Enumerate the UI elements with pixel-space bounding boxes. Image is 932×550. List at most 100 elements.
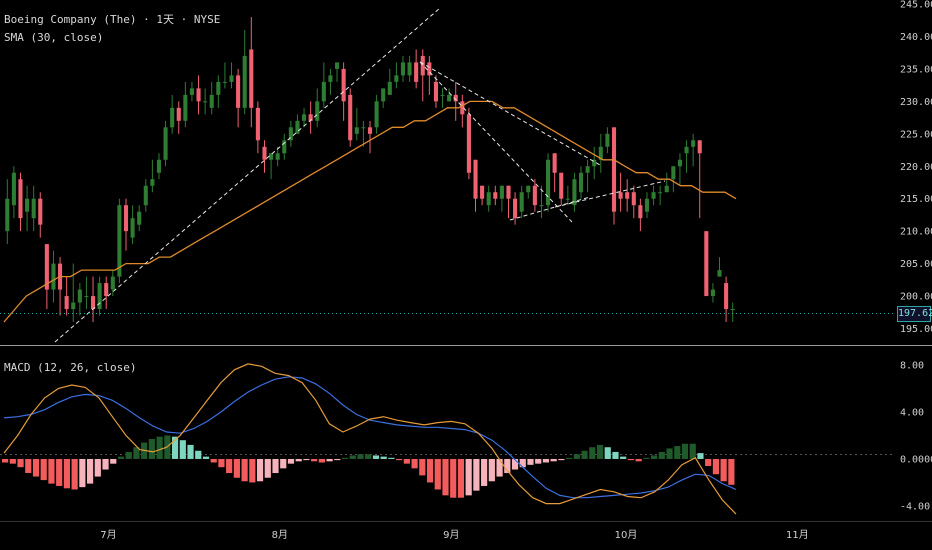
price-tick-label: 235.00 — [900, 64, 932, 75]
candle — [361, 120, 366, 147]
macd-indicator-label[interactable]: MACD (12, 26, close) — [4, 361, 137, 374]
histogram-bar — [581, 450, 588, 459]
price-tick-label: 245.00 — [900, 0, 932, 11]
candle — [242, 29, 247, 115]
candle — [222, 62, 227, 89]
candle — [414, 49, 419, 89]
candle — [565, 185, 570, 206]
time-axis[interactable]: 7月8月9月10月11月12月 — [0, 521, 932, 542]
trendline[interactable] — [419, 61, 573, 223]
candle — [611, 127, 617, 225]
candle — [486, 185, 491, 212]
histogram-bar — [17, 458, 24, 468]
candle — [466, 107, 471, 180]
histogram-bar — [589, 447, 596, 459]
histogram-bar — [117, 456, 125, 459]
histogram-bar — [550, 458, 557, 462]
candle — [196, 75, 201, 115]
histogram-bar — [256, 458, 264, 482]
histogram-bar — [511, 458, 519, 470]
histogram-bar — [519, 458, 526, 468]
candle — [447, 88, 452, 102]
candle — [150, 159, 155, 193]
candle — [427, 55, 432, 95]
candle — [262, 140, 267, 173]
histogram-bar — [341, 457, 349, 459]
price-tick-label: 220.00 — [900, 162, 932, 173]
candle — [367, 120, 373, 154]
histogram-bar — [419, 458, 426, 476]
trendline-annotations[interactable] — [54, 7, 666, 343]
macd-tick-label: 4.00 — [900, 408, 924, 419]
trendline[interactable] — [554, 180, 666, 208]
histogram-bar — [442, 458, 449, 496]
candle — [176, 101, 181, 134]
histogram-bar — [210, 458, 217, 463]
candle — [130, 205, 135, 245]
time-tick-label: 11月 — [786, 529, 809, 541]
exchange-label: NYSE — [193, 13, 221, 26]
candle — [229, 62, 234, 89]
price-axis[interactable]: 195.00 200.00 205.00 210.00 215.00 220.00 225.… — [900, 0, 932, 335]
candle — [38, 192, 43, 238]
candle — [598, 133, 603, 173]
price-tick-label: 240.00 — [900, 32, 932, 43]
histogram-bar — [643, 457, 650, 459]
histogram-bar — [349, 455, 356, 459]
candle — [255, 101, 260, 154]
candle — [664, 172, 669, 193]
candle — [58, 257, 63, 316]
candle — [559, 172, 564, 206]
histogram-bar — [56, 458, 63, 486]
trendline[interactable] — [54, 7, 441, 343]
price-tick-label: 210.00 — [900, 227, 932, 238]
candle — [532, 179, 537, 212]
candle — [84, 276, 89, 310]
candle — [618, 172, 623, 212]
histogram-bar — [32, 458, 40, 477]
candle — [420, 49, 425, 102]
price-tick-label: 225.00 — [900, 129, 932, 140]
candle — [499, 185, 504, 212]
histogram-bar — [372, 455, 380, 459]
trendline[interactable] — [419, 61, 601, 166]
candle — [513, 192, 518, 225]
candle — [156, 153, 162, 180]
candle — [684, 140, 689, 173]
candle — [526, 185, 531, 199]
candle — [691, 133, 696, 167]
candle — [295, 114, 300, 134]
histogram-bar — [171, 436, 179, 459]
histogram-bar — [48, 458, 55, 484]
candle — [453, 81, 458, 121]
candle — [341, 62, 346, 121]
histogram-bar — [573, 454, 580, 459]
histogram-bar — [272, 458, 279, 474]
candle — [203, 88, 208, 115]
candle — [625, 179, 630, 212]
candle — [328, 68, 333, 95]
histogram-bar — [635, 458, 642, 462]
candle — [275, 146, 280, 167]
histogram-bar — [481, 458, 488, 486]
symbol-title[interactable]: Boeing Company (The) · 1天 · NYSE — [4, 13, 220, 27]
candle — [697, 140, 702, 219]
macd-axis[interactable]: 8.00 4.00 0.0000 -4.00 — [900, 361, 932, 513]
candle — [671, 166, 676, 193]
candle — [44, 244, 49, 310]
histogram-bar — [604, 447, 611, 459]
histogram-bar — [527, 458, 534, 465]
sma-indicator-label[interactable]: SMA (30, close) — [4, 31, 104, 44]
histogram-bar — [496, 458, 503, 477]
candle — [137, 205, 142, 232]
macd-histogram — [2, 435, 735, 498]
candle — [11, 166, 16, 219]
candle — [236, 68, 241, 128]
candle — [407, 55, 412, 82]
candle — [282, 133, 287, 160]
candle — [677, 153, 682, 186]
candle — [400, 55, 406, 82]
histogram-bar — [110, 458, 117, 464]
histogram-bar — [558, 458, 565, 461]
